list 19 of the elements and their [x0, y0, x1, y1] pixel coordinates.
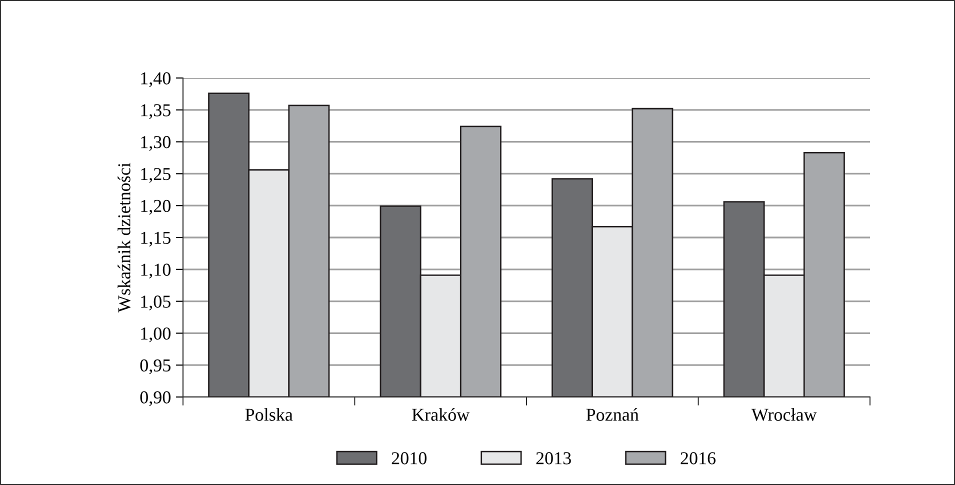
y-tick-label: 1,10 — [141, 264, 171, 278]
y-tick-label: 1,05 — [141, 296, 170, 310]
y-tick-label: 0,95 — [140, 359, 170, 374]
y-tick-label: 1,35 — [141, 104, 170, 119]
y-tick-label: 1,40 — [141, 72, 171, 88]
y-tick-label: 0,90 — [140, 391, 171, 406]
x-tick-label: Polska — [245, 408, 293, 421]
legend-label: 2013 — [536, 452, 571, 464]
x-tick-label: Poznań — [586, 408, 639, 421]
y-axis-title: Wskaźnik dzietności — [118, 162, 130, 312]
y-tick-label: 1,30 — [141, 136, 171, 151]
legend-label: 2016 — [680, 452, 716, 464]
y-tick-label: 1,25 — [141, 168, 170, 183]
y-tick-label: 1,15 — [141, 232, 170, 247]
x-tick-label: Kraków — [412, 408, 470, 421]
x-tick-label: Wrocław — [751, 408, 817, 421]
y-tick-label: 1,00 — [141, 327, 171, 342]
legend-label: 2010 — [392, 452, 427, 464]
y-tick-label: 1,20 — [141, 200, 171, 215]
